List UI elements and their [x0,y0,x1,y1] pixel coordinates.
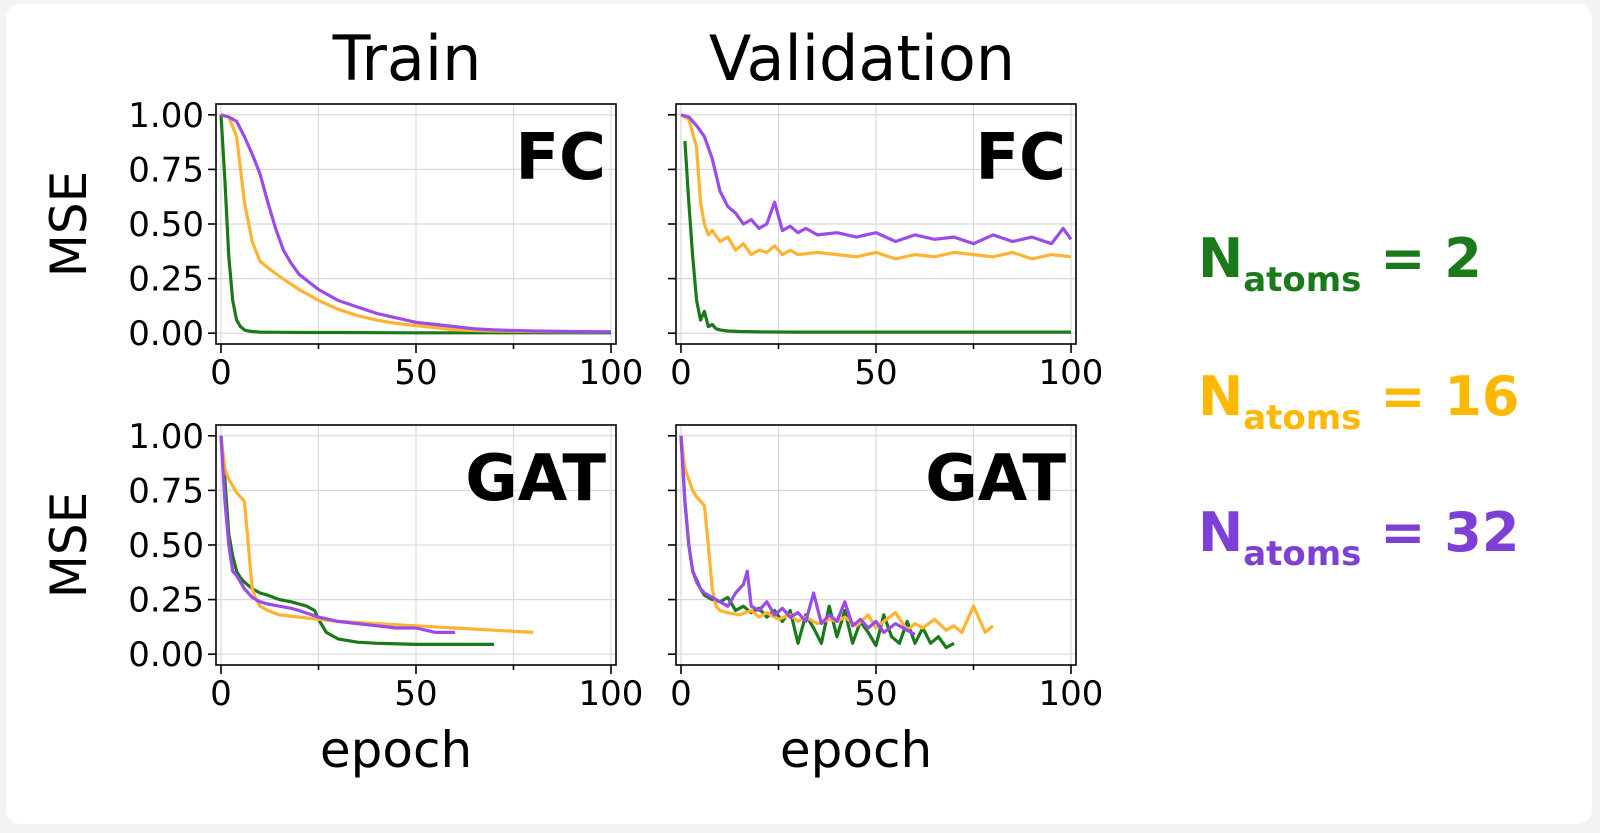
series-line [219,435,455,635]
legend-subscript: atoms [1243,534,1362,574]
x-tick-label: 100 [1039,674,1104,714]
model-label: GAT [465,442,606,516]
legend-subscript: atoms [1243,398,1362,438]
series-line [679,435,916,636]
legend-suffix: = 16 [1361,365,1520,428]
series-line [680,113,1073,246]
x-tick-label: 0 [670,674,692,714]
y-tick-label: 0.50 [128,526,204,566]
y-tick-label: 0.00 [128,314,204,354]
x-tick-label: 0 [210,674,232,714]
x-tick-label: 50 [394,674,437,714]
column-title-validation: Validation [709,22,1015,95]
x-tick-label: 50 [854,674,897,714]
figure-frame: Train Validation 0 50 100 0.00 0.25 0.50 0.75 1… [6,4,1592,824]
y-tick-label: 0.25 [128,260,204,300]
series-line [679,435,955,650]
series-line [219,435,494,647]
x-tick-label: 0 [670,353,692,393]
series-line [220,113,612,334]
series-line [219,114,611,335]
panel-fc-train: 0 50 100 0.00 0.25 0.50 0.75 1.00 FC MSE [40,96,643,393]
model-label: GAT [925,442,1066,516]
model-label: FC [975,121,1066,195]
y-tick-label: 0.00 [128,635,204,675]
legend-entry-n16: Natoms = 16 [1198,370,1519,438]
legend-symbol: N [1198,501,1244,564]
x-tick-label: 100 [1039,353,1104,393]
y-tick-label: 0.75 [128,150,204,190]
y-tick-label: 0.50 [128,205,204,245]
x-axis-label: epoch [780,721,932,779]
panel-gat-train: 0 50 100 0.00 0.25 0.50 0.75 1.00 GAT MSE epoch [40,417,643,779]
panel-gat-validation: 0 50 100 GAT epoch [668,424,1104,779]
y-tick-label: 1.00 [128,96,204,136]
y-tick-label: 0.75 [128,471,204,511]
legend-subscript: atoms [1243,260,1362,300]
column-title-train: Train [332,22,482,95]
legend-entry-n32: Natoms = 32 [1198,506,1519,574]
series-line [219,435,534,634]
y-tick-label: 0.25 [128,581,204,621]
series-line [220,113,612,334]
legend-entry-n2: Natoms = 2 [1198,232,1482,300]
x-tick-label: 0 [210,353,232,393]
series-line [683,140,1071,334]
legend-symbol: N [1198,365,1244,428]
legend-suffix: = 2 [1361,227,1482,290]
y-tick-label: 1.00 [128,417,204,457]
y-axis-label: MSE [40,171,98,277]
legend-suffix: = 32 [1361,501,1520,564]
legend-symbol: N [1198,227,1244,290]
y-axis-label: MSE [40,492,98,598]
x-tick-label: 50 [854,353,897,393]
x-tick-label: 50 [394,353,437,393]
x-tick-label: 100 [579,674,644,714]
x-axis-label: epoch [320,721,472,779]
x-tick-label: 100 [579,353,644,393]
series-line [680,113,1072,261]
panel-fc-validation: 0 50 100 FC [668,103,1104,393]
figure-svg: Train Validation 0 50 100 0.00 0.25 0.50 0.75 1… [40,22,1103,779]
model-label: FC [515,121,606,195]
